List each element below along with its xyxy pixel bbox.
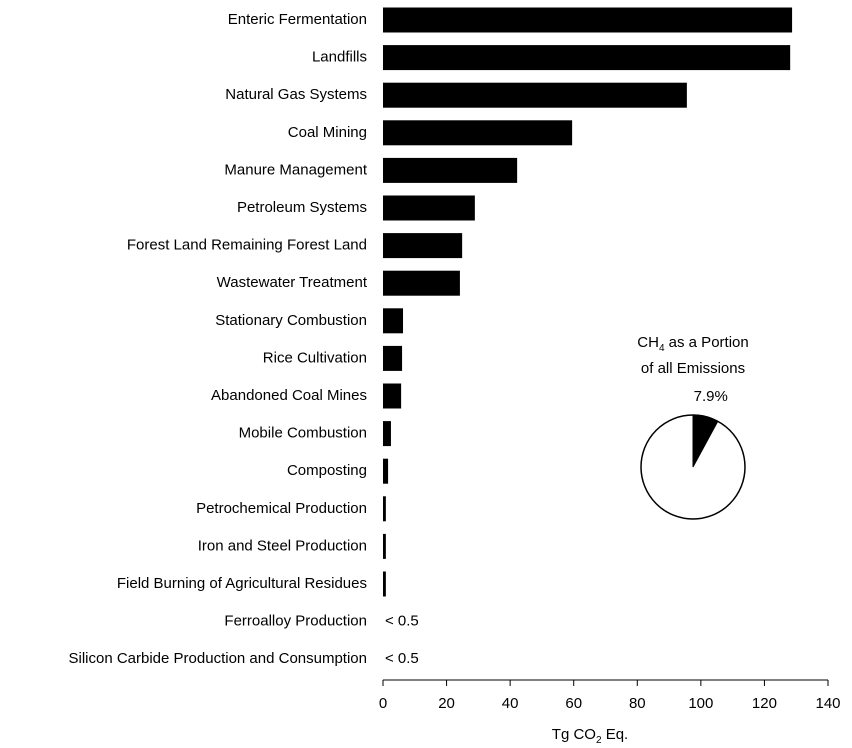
bar <box>383 233 463 259</box>
category-label: Enteric Fermentation <box>228 11 367 28</box>
x-tick-label: 20 <box>438 695 455 712</box>
bar <box>383 45 791 71</box>
category-label: Natural Gas Systems <box>225 86 367 103</box>
category-label: Iron and Steel Production <box>198 537 367 554</box>
bar <box>383 7 793 33</box>
x-tick-label: 100 <box>688 695 713 712</box>
category-label: Landfills <box>312 49 367 66</box>
category-label: Mobile Combustion <box>239 425 367 442</box>
pie-slice <box>692 414 719 468</box>
bar <box>383 496 386 522</box>
pie-title: CH4 as a Portion <box>637 334 748 354</box>
bar <box>383 345 403 371</box>
category-label: Silicon Carbide Production and Consumpti… <box>68 650 367 667</box>
bar <box>383 571 386 597</box>
bar <box>383 120 573 146</box>
category-label: Coal Mining <box>288 124 367 141</box>
category-label: Wastewater Treatment <box>217 274 368 291</box>
category-label: Composting <box>287 462 367 479</box>
x-axis-label-subscript: 2 <box>596 735 602 746</box>
x-axis-label-part: Tg CO <box>552 726 596 743</box>
category-label: Petroleum Systems <box>237 199 367 216</box>
x-tick-label: 80 <box>629 695 646 712</box>
pie-value-label: 7.9% <box>694 388 728 405</box>
category-label: Ferroalloy Production <box>224 613 367 630</box>
x-axis-label-part: Eq. <box>602 726 629 743</box>
x-tick-label: 120 <box>752 695 777 712</box>
bar <box>383 383 402 409</box>
category-label: Forest Land Remaining Forest Land <box>127 237 367 254</box>
x-tick-label: 60 <box>565 695 582 712</box>
pie-title-part: CH <box>637 334 659 351</box>
pie-title-line: of all Emissions <box>641 360 745 377</box>
bar <box>383 157 518 183</box>
category-label: Field Burning of Agricultural Residues <box>117 575 367 592</box>
x-axis-label: Tg CO2 Eq. <box>552 726 628 746</box>
x-tick-label: 40 <box>502 695 519 712</box>
category-label: Abandoned Coal Mines <box>211 387 367 404</box>
value-label: < 0.5 <box>385 650 419 667</box>
category-label: Stationary Combustion <box>215 312 367 329</box>
category-label: Manure Management <box>224 161 367 178</box>
bar <box>383 421 391 447</box>
bar <box>383 270 460 296</box>
bar <box>383 308 404 334</box>
pie-title-part: as a Portion <box>665 334 749 351</box>
bar <box>383 82 687 108</box>
value-label: < 0.5 <box>385 613 419 630</box>
bar <box>383 533 386 559</box>
x-tick-label: 0 <box>379 695 387 712</box>
bar <box>383 458 389 484</box>
category-label: Petrochemical Production <box>196 500 367 517</box>
category-label: Rice Cultivation <box>263 349 367 366</box>
bar <box>383 195 475 221</box>
pie-title-subscript: 4 <box>659 343 665 354</box>
x-tick-label: 140 <box>815 695 840 712</box>
